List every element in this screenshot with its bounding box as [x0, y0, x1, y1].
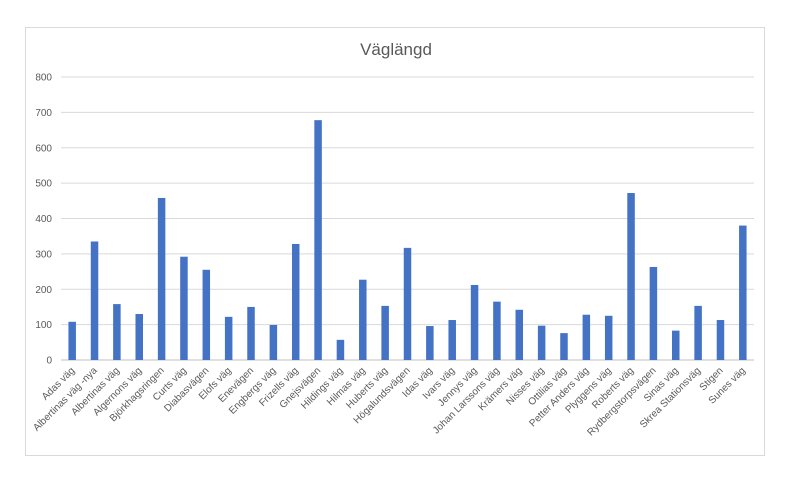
- bar: [694, 305, 702, 360]
- bar: [269, 324, 278, 360]
- bar-chart: Väglängd 0 100 200 300 400 500 600 700 800 Adas …: [31, 40, 754, 438]
- gridlines: [61, 76, 754, 361]
- y-tick-label: 800: [35, 73, 52, 84]
- bar: [582, 314, 591, 360]
- bar: [672, 330, 680, 360]
- bar: [448, 320, 456, 360]
- bar: [113, 304, 121, 360]
- bar: [336, 339, 345, 360]
- bar: [470, 285, 479, 360]
- bar: [493, 301, 501, 360]
- y-tick-label: 500: [35, 179, 52, 190]
- bar: [68, 321, 76, 360]
- bar: [180, 256, 188, 360]
- chart-title: Väglängd: [360, 40, 432, 59]
- bar: [537, 325, 546, 360]
- y-tick-label: 100: [35, 320, 52, 331]
- bars: [68, 120, 747, 360]
- bar: [403, 247, 412, 360]
- bar: [649, 266, 658, 360]
- y-tick-label: 400: [35, 214, 52, 225]
- bar: [381, 305, 389, 360]
- bar: [157, 197, 166, 360]
- bar: [739, 225, 747, 360]
- bar: [604, 315, 613, 360]
- y-tick-label: 700: [35, 108, 52, 119]
- bar: [90, 241, 99, 360]
- bar: [426, 326, 434, 360]
- bar: [716, 320, 725, 360]
- y-axis-ticks: 0 100 200 300 400 500 600 700 800: [35, 73, 52, 367]
- bar: [627, 193, 635, 360]
- y-tick-label: 200: [35, 285, 52, 296]
- bar: [560, 333, 568, 360]
- bar: [202, 269, 211, 360]
- bar: [515, 309, 524, 360]
- bar: [224, 316, 233, 360]
- bar: [359, 279, 367, 360]
- bar: [135, 314, 143, 360]
- y-tick-label: 300: [35, 249, 52, 260]
- y-tick-label: 600: [35, 143, 52, 154]
- bar: [291, 243, 300, 360]
- chart-area: Väglängd 0 100 200 300 400 500 600 700 800 Adas …: [25, 27, 765, 456]
- y-tick-label: 0: [46, 356, 52, 367]
- bar: [247, 306, 255, 360]
- bar: [314, 120, 322, 360]
